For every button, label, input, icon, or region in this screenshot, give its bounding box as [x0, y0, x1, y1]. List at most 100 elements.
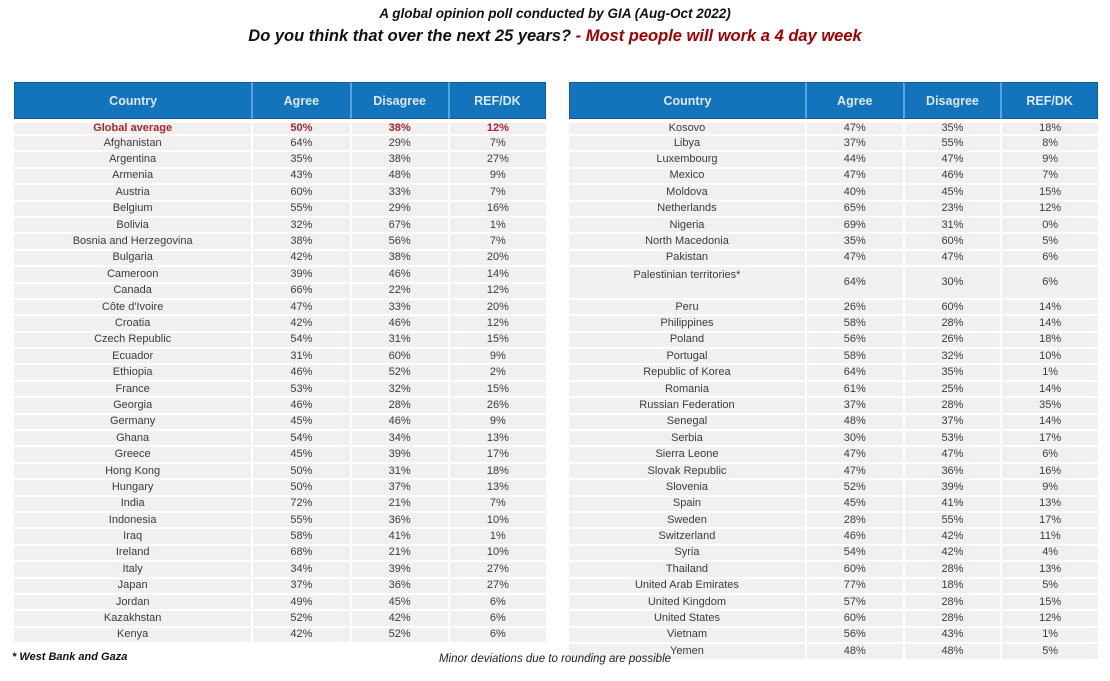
- agree-cell: 55%: [251, 201, 350, 218]
- rounding-note: Minor deviations due to rounding are pos…: [438, 653, 672, 665]
- agree-cell: 56%: [804, 627, 903, 645]
- header-row: Country Agree Disagree REF/DK: [569, 82, 1098, 119]
- table-row: Iraq 58% 41% 1%: [14, 529, 546, 546]
- country-cell: Ecuador: [14, 349, 252, 366]
- table-row: Senegal 48% 37% 14%: [569, 414, 1098, 432]
- disagree-cell: 60%: [902, 234, 1001, 251]
- refdk-cell: 1%: [447, 529, 546, 546]
- table-row: Libya 37% 55% 8%: [569, 136, 1098, 153]
- table-row: Cameroon 39% 46% 14%: [14, 267, 546, 284]
- disagree-cell: 38%: [349, 250, 448, 268]
- table-row: United Kingdom 57% 28% 15%: [569, 594, 1098, 612]
- agree-cell: 52%: [804, 480, 903, 497]
- table-row: Philippines 58% 28% 14%: [569, 316, 1098, 333]
- agree-cell: 44%: [804, 152, 903, 169]
- country-cell: Luxembourg: [569, 152, 805, 169]
- country-cell: Ireland: [14, 545, 252, 563]
- country-cell: Bulgaria: [14, 250, 252, 268]
- table-row: Pakistan 47% 47% 6%: [569, 250, 1098, 268]
- table-row: India 72% 21% 7%: [14, 496, 546, 513]
- disagree-cell: 21%: [349, 545, 448, 563]
- disagree-cell: 34%: [349, 431, 448, 448]
- disagree-cell: 48%: [349, 168, 448, 186]
- disagree-cell: 41%: [902, 496, 1001, 513]
- table-row: Canada 66% 22% 12%: [14, 283, 546, 300]
- disagree-cell: 47%: [902, 152, 1001, 169]
- agree-cell: 56%: [804, 332, 903, 350]
- page-subtitle: Do you think that over the next 25 years…: [0, 27, 1110, 46]
- country-cell: Spain: [569, 496, 805, 513]
- refdk-cell: 6%: [447, 594, 546, 612]
- country-cell: Peru: [569, 299, 805, 317]
- country-cell: Austria: [14, 185, 252, 202]
- agree-cell: 46%: [804, 529, 903, 546]
- table-row: Palestinian territories* 64% 30% 6%: [569, 267, 1098, 300]
- country-cell: Kosovo: [569, 119, 805, 136]
- agree-cell: 54%: [251, 332, 350, 350]
- country-cell: Belgium: [14, 201, 252, 218]
- agree-cell: 45%: [251, 414, 350, 432]
- refdk-cell: 27%: [447, 152, 546, 169]
- column-header-ref-dk: REF/DK: [447, 82, 546, 119]
- table-row: Switzerland 46% 42% 11%: [569, 529, 1098, 546]
- country-cell: Hong Kong: [14, 463, 252, 481]
- country-cell: Russian Federation: [569, 398, 805, 415]
- agree-cell: 52%: [251, 611, 350, 628]
- table-row: Slovenia 52% 39% 9%: [569, 480, 1098, 497]
- country-cell: Syria: [569, 545, 805, 563]
- refdk-cell: 11%: [1000, 529, 1098, 546]
- agree-cell: 45%: [251, 447, 350, 464]
- agree-cell: 47%: [804, 119, 903, 136]
- table-row: Romania 61% 25% 14%: [569, 381, 1098, 399]
- disagree-cell: 32%: [902, 349, 1001, 366]
- refdk-cell: 9%: [1000, 480, 1098, 497]
- agree-cell: 58%: [251, 529, 350, 546]
- refdk-cell: 1%: [1000, 627, 1098, 645]
- table-row: Ghana 54% 34% 13%: [14, 431, 546, 448]
- country-cell: Sierra Leone: [569, 447, 805, 464]
- refdk-cell: 5%: [1000, 578, 1098, 595]
- disagree-cell: 38%: [349, 119, 448, 136]
- country-cell: Bosnia and Herzegovina: [14, 234, 252, 251]
- disagree-cell: 28%: [349, 398, 448, 415]
- agree-cell: 46%: [251, 365, 350, 382]
- agree-cell: 72%: [251, 496, 350, 513]
- disagree-cell: 38%: [349, 152, 448, 169]
- table-row: Russian Federation 37% 28% 35%: [569, 398, 1098, 415]
- disagree-cell: 33%: [349, 299, 448, 317]
- disagree-cell: 47%: [902, 250, 1001, 268]
- disagree-cell: 41%: [349, 529, 448, 546]
- refdk-cell: 9%: [1000, 152, 1098, 169]
- country-cell: Nigeria: [569, 217, 805, 235]
- table-row: Italy 34% 39% 27%: [14, 562, 546, 579]
- agree-cell: 64%: [804, 267, 903, 300]
- refdk-cell: 6%: [447, 627, 546, 645]
- country-cell: Afghanistan: [14, 136, 252, 153]
- country-cell: France: [14, 381, 252, 399]
- refdk-cell: 10%: [447, 545, 546, 563]
- refdk-cell: 20%: [447, 299, 546, 317]
- country-cell: Ethiopia: [14, 365, 252, 382]
- agree-cell: 68%: [251, 545, 350, 563]
- column-header-agree: Agree: [251, 82, 350, 119]
- disagree-cell: 60%: [902, 299, 1001, 317]
- disagree-cell: 31%: [902, 217, 1001, 235]
- disagree-cell: 18%: [902, 578, 1001, 595]
- disagree-cell: 48%: [902, 644, 1001, 661]
- agree-cell: 61%: [804, 381, 903, 399]
- refdk-cell: 12%: [447, 119, 546, 136]
- table-row: Jordan 49% 45% 6%: [14, 594, 546, 612]
- agree-cell: 39%: [251, 267, 350, 284]
- disagree-cell: 22%: [349, 283, 448, 300]
- disagree-cell: 42%: [349, 611, 448, 628]
- disagree-cell: 67%: [349, 217, 448, 235]
- refdk-cell: 14%: [1000, 299, 1098, 317]
- disagree-cell: 35%: [902, 365, 1001, 382]
- country-cell: Indonesia: [14, 512, 252, 530]
- refdk-cell: 14%: [447, 267, 546, 284]
- country-cell: United Arab Emirates: [569, 578, 805, 595]
- country-cell: Global average: [14, 119, 252, 136]
- country-cell: Mexico: [569, 168, 805, 186]
- country-cell: Philippines: [569, 316, 805, 333]
- refdk-cell: 6%: [1000, 447, 1098, 464]
